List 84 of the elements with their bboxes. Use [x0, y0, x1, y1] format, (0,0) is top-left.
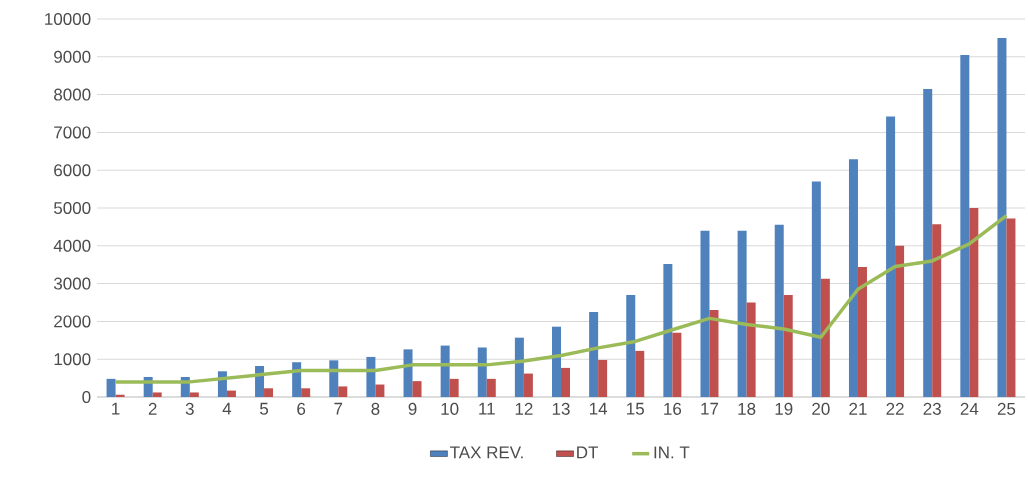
bar [700, 230, 710, 397]
y-tick-label: 7000 [54, 126, 91, 139]
bar [366, 356, 376, 397]
y-tick-label: 3000 [53, 277, 91, 290]
bar [997, 37, 1007, 397]
x-tick-label: 24 [960, 402, 979, 415]
y-tick-label: 5000 [53, 201, 91, 215]
bar [811, 181, 821, 397]
bar [886, 116, 896, 397]
bar [440, 345, 450, 397]
y-tick-label: 10000 [45, 12, 91, 26]
bar [932, 224, 942, 397]
bar [589, 311, 599, 397]
x-tick-label: 6 [297, 402, 306, 415]
bar [895, 245, 905, 397]
bar [552, 326, 562, 397]
bar [626, 294, 636, 397]
x-tick-label: 2 [148, 402, 157, 415]
bar [152, 392, 162, 397]
bar [960, 54, 970, 397]
y-tick-label: 4000 [53, 239, 91, 252]
y-tick-label: 1000 [54, 353, 91, 366]
bar [783, 294, 793, 397]
bar [375, 384, 385, 397]
x-tick-label: 9 [408, 402, 417, 415]
bar [737, 230, 747, 397]
bar [635, 350, 645, 397]
y-tick-label: 2000 [54, 315, 91, 328]
x-tick-label: 17 [701, 402, 719, 415]
x-tick-label: 8 [371, 402, 380, 415]
bar [412, 381, 422, 397]
x-tick-label: 16 [664, 402, 682, 415]
bar [115, 394, 125, 397]
legend-label: IN. T [654, 446, 690, 459]
bar [106, 378, 116, 397]
x-tick-label: 18 [738, 402, 756, 415]
bar [969, 208, 979, 397]
x-tick-label: 5 [259, 402, 269, 415]
y-tick-label: 9000 [54, 50, 91, 63]
bar [226, 390, 236, 397]
x-tick-label: 21 [849, 402, 867, 415]
legend-label: TAX REV. [450, 446, 523, 459]
bar [486, 378, 496, 397]
x-tick-label: 7 [334, 402, 343, 415]
legend-label: DT [577, 446, 599, 459]
bar [338, 386, 348, 397]
bar [672, 332, 682, 397]
x-tick-label: 20 [812, 402, 830, 415]
bar [403, 349, 413, 397]
bar [189, 392, 199, 397]
bar [820, 278, 830, 397]
bar [1006, 218, 1016, 397]
bar [477, 347, 487, 397]
x-tick-label: 13 [552, 402, 570, 415]
x-tick-label: 11 [479, 402, 495, 415]
y-tick-label: 6000 [54, 164, 91, 177]
bar [709, 310, 719, 397]
bar [561, 367, 570, 397]
bar [514, 337, 524, 397]
x-tick-label: 1 [112, 402, 120, 415]
bar [523, 373, 533, 397]
bar [848, 159, 858, 397]
x-tick-label: 3 [185, 402, 194, 415]
x-tick-label: 15 [627, 402, 644, 415]
bar [598, 359, 608, 397]
bar [923, 88, 933, 397]
bar [746, 302, 756, 397]
y-tick-label: 0 [82, 390, 91, 404]
x-tick-label: 14 [589, 402, 608, 415]
x-tick-label: 25 [997, 402, 1016, 415]
y-tick-label: 8000 [54, 88, 91, 101]
x-tick-label: 12 [515, 402, 533, 415]
x-tick-label: 10 [441, 402, 459, 415]
bar [774, 224, 784, 397]
bar [857, 266, 867, 397]
bar [663, 263, 673, 397]
bar [329, 360, 339, 397]
x-tick-label: 22 [886, 402, 904, 415]
x-tick-label: 23 [923, 402, 941, 415]
bar [264, 388, 274, 397]
bar [301, 388, 311, 397]
bar [449, 378, 459, 397]
x-tick-label: 4 [222, 402, 232, 415]
x-tick-label: 19 [775, 402, 793, 415]
